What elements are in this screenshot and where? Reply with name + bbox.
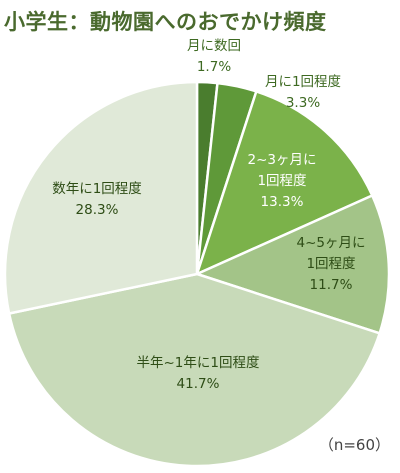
slice-4-percent-label: 11.7%: [310, 277, 353, 293]
slice-4-category-label: 1回程度: [306, 256, 355, 272]
slice-6-percent-label: 28.3%: [76, 202, 119, 218]
pie-slice-3: [194, 89, 374, 277]
slice-5-percent-label: 41.7%: [177, 376, 220, 392]
slice-3-category-label: 1回程度: [257, 173, 306, 189]
slice-2-percent-label: 3.3%: [286, 95, 320, 111]
slice-3-percent-label: 13.3%: [261, 194, 304, 210]
slice-1-category-label: 月に数回: [187, 38, 241, 54]
slice-1-percent-label: 1.7%: [197, 59, 231, 75]
slice-5-category-label: 半年~1年に1回程度: [137, 355, 260, 371]
pie-slice-4: [193, 193, 391, 335]
chart-title: 小学生：動物園へのおでかけ頻度: [4, 10, 327, 34]
slice-6-category-label: 数年に1回程度: [52, 181, 142, 197]
pie-slice-6: [3, 80, 199, 316]
pie-slice-5: [7, 272, 382, 468]
slice-4-category-label: 4~5ヶ月に: [297, 235, 366, 251]
slice-3-category-label: 2~3ヶ月に: [248, 152, 317, 168]
sample-size-note: （n=60）: [318, 436, 390, 454]
slice-2-category-label: 月に1回程度: [265, 74, 341, 90]
